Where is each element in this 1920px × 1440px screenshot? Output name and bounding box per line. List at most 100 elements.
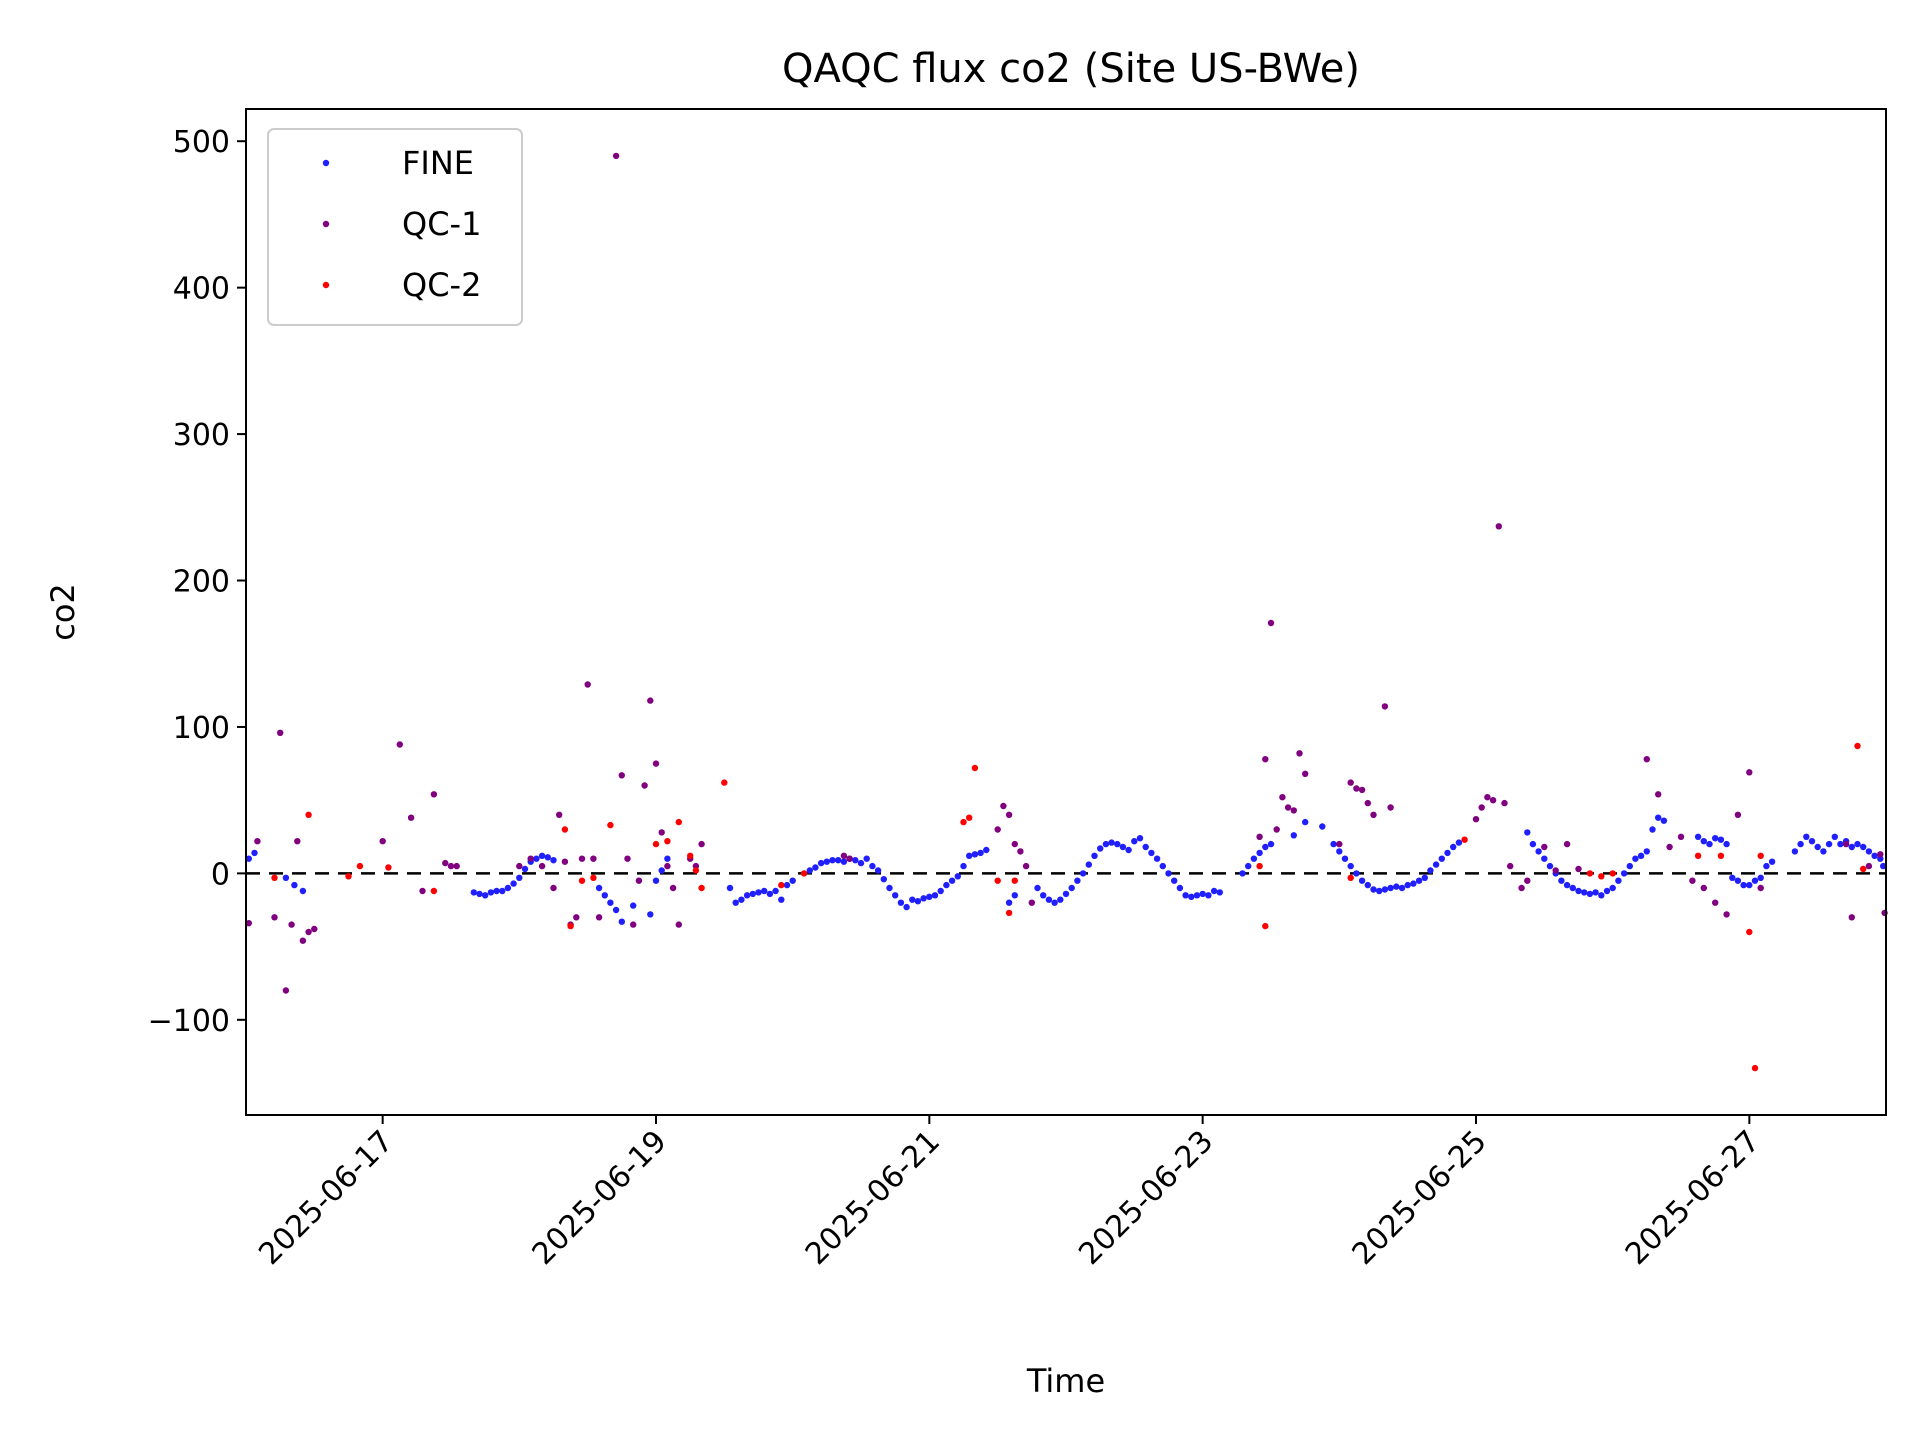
data-point (914, 898, 922, 905)
data-point (1854, 742, 1861, 750)
data-point (1376, 887, 1383, 895)
data-point (1182, 892, 1189, 899)
data-point (550, 884, 557, 892)
data-point (1455, 839, 1463, 846)
data-point (538, 852, 546, 859)
data-point (1262, 922, 1269, 930)
data-point (1524, 877, 1531, 884)
data-point (1541, 843, 1548, 851)
data-point (245, 855, 252, 862)
data-point (966, 814, 973, 821)
data-point (983, 846, 990, 854)
data-point (1432, 861, 1440, 868)
data-point (1370, 811, 1377, 818)
data-point (1256, 833, 1263, 840)
data-point (1085, 861, 1093, 868)
data-point (1609, 870, 1616, 877)
data-point (1364, 799, 1372, 807)
data-point (1262, 756, 1269, 763)
data-point (1746, 881, 1753, 889)
data-point (1563, 881, 1571, 889)
data-point (282, 987, 290, 994)
data-point (618, 772, 625, 779)
data-point (618, 918, 625, 925)
data-point (1700, 884, 1708, 892)
data-point (1706, 840, 1713, 848)
data-point (766, 890, 774, 898)
data-point (1825, 840, 1833, 848)
y-tick-label: 500 (173, 125, 230, 160)
data-point (1398, 884, 1406, 892)
data-point (1444, 849, 1451, 857)
data-point (669, 884, 677, 892)
data-point (1011, 892, 1018, 899)
data-point (1347, 862, 1354, 870)
data-point (675, 921, 682, 928)
y-tick-label: −100 (148, 1004, 230, 1039)
data-point (897, 899, 905, 906)
data-point (1370, 886, 1377, 893)
data-point (1176, 884, 1184, 892)
data-point (886, 884, 893, 892)
data-point (1450, 843, 1457, 851)
data-point (1028, 899, 1036, 906)
data-point (1284, 804, 1292, 811)
data-point (578, 877, 586, 884)
data-point (749, 890, 756, 898)
data-point (1643, 848, 1651, 855)
data-point (1040, 892, 1047, 899)
data-point (1860, 843, 1867, 851)
data-point (1518, 884, 1525, 892)
data-point (1603, 887, 1611, 895)
data-point (1091, 852, 1098, 859)
data-point (1256, 862, 1263, 870)
data-point (652, 840, 660, 848)
data-point (630, 902, 637, 909)
data-point (1751, 877, 1759, 884)
data-point (1489, 797, 1497, 804)
data-point (664, 855, 671, 862)
data-point (778, 881, 785, 889)
data-point (1302, 770, 1309, 777)
data-point (658, 829, 665, 836)
data-point (1296, 750, 1303, 757)
data-point (550, 857, 557, 864)
legend-label-qc-2: QC-2 (402, 266, 481, 304)
data-point (1267, 619, 1275, 627)
data-point (647, 697, 654, 704)
data-point (1364, 881, 1372, 889)
data-point (299, 937, 307, 944)
data-point (1131, 838, 1138, 845)
data-point (305, 811, 312, 818)
data-point (1637, 852, 1645, 859)
data-point (1478, 804, 1485, 811)
data-point (1740, 881, 1747, 889)
data-point (607, 821, 614, 829)
data-point (396, 741, 403, 748)
data-point (1034, 884, 1041, 892)
data-point (1575, 887, 1582, 895)
data-point (299, 887, 307, 895)
data-point (487, 889, 495, 896)
data-point (1000, 802, 1007, 810)
y-tick-label: 0 (211, 857, 230, 892)
data-point (1290, 832, 1298, 839)
data-point (863, 855, 870, 862)
data-point (1347, 874, 1354, 881)
data-point (892, 892, 899, 899)
data-point (1655, 791, 1662, 798)
data-point (1336, 840, 1343, 848)
data-point (1865, 848, 1873, 855)
data-point (1319, 823, 1326, 830)
data-point (732, 899, 739, 906)
data-point (948, 877, 956, 884)
data-point (1472, 816, 1480, 823)
data-point (1626, 862, 1634, 870)
data-point (1689, 877, 1696, 884)
legend-label-fine: FINE (402, 144, 474, 182)
data-point (277, 729, 284, 736)
data-point (578, 855, 586, 862)
data-point (1347, 779, 1354, 786)
data-point (761, 887, 768, 895)
data-point (829, 857, 836, 864)
